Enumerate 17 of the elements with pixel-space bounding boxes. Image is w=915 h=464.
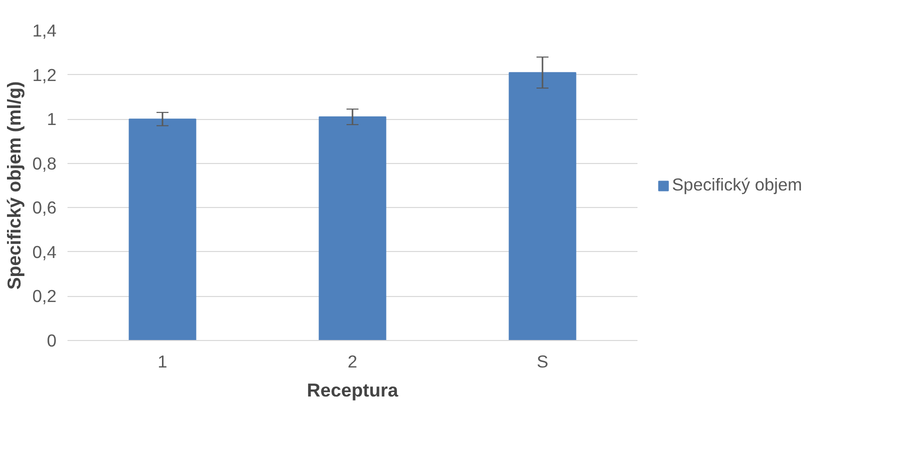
- y-tick-label: 0,6: [32, 198, 57, 218]
- y-tick-label: 0: [46, 330, 57, 350]
- legend-label: Specifický objem: [672, 174, 802, 196]
- y-tick-label: 1,2: [32, 64, 57, 85]
- bar: [318, 116, 386, 340]
- y-tick-label: 1: [46, 109, 57, 130]
- y-tick-label: 0,4: [32, 242, 57, 262]
- y-tick-label: 0,2: [32, 286, 57, 306]
- x-tick-label: 2: [348, 352, 358, 372]
- x-axis-title: Receptura: [306, 380, 399, 400]
- y-tick-label: 1,4: [32, 20, 57, 40]
- y-tick-label: 0,8: [32, 153, 57, 174]
- y-axis-title: Specifický objem (ml/g): [3, 81, 24, 290]
- x-tick-label: 1: [158, 352, 168, 372]
- bar: [128, 118, 196, 340]
- x-tick-label: S: [536, 352, 548, 372]
- bar: [508, 72, 576, 340]
